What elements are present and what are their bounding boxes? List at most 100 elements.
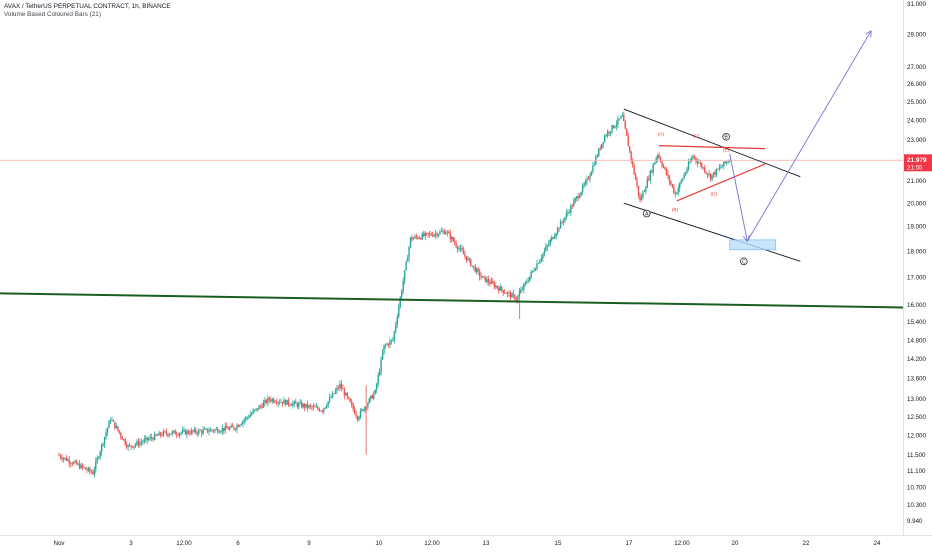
candle-body — [290, 405, 293, 406]
candle-body — [230, 425, 232, 428]
candle-body — [420, 238, 422, 240]
candle-body — [240, 423, 243, 426]
candle-body — [334, 390, 337, 394]
candle-body — [484, 276, 487, 282]
candle-body — [474, 266, 476, 272]
price-tick-label: 21.000 — [907, 178, 926, 185]
candle-body — [596, 155, 599, 157]
candle-body — [312, 406, 315, 408]
candle-body — [477, 268, 479, 272]
candle-body — [124, 439, 126, 445]
candle-body — [259, 406, 262, 407]
candle-body — [512, 293, 515, 296]
candle-body — [149, 437, 151, 439]
candle-body — [565, 213, 568, 218]
candle-body — [298, 403, 300, 407]
candle-body — [615, 124, 618, 127]
candle-body — [130, 445, 132, 447]
candle-body — [452, 237, 454, 242]
candle-body — [62, 458, 65, 460]
triangle-top-line — [659, 145, 766, 150]
candle-body — [134, 444, 137, 446]
candle-body — [103, 437, 106, 444]
candle-body — [515, 300, 518, 301]
candle-body — [128, 445, 131, 446]
candle-body — [440, 231, 443, 233]
candle-body — [602, 142, 604, 144]
candle-body — [121, 436, 123, 440]
candle-body — [651, 171, 653, 173]
time-tick-label: 6 — [236, 540, 240, 547]
candle-body — [592, 165, 594, 172]
candle-body — [664, 167, 666, 169]
candle-body — [148, 438, 150, 440]
candle-body — [105, 432, 107, 438]
candle-body — [499, 286, 501, 291]
candle-body — [214, 429, 216, 432]
candle-body — [133, 445, 135, 448]
candle-body — [321, 410, 323, 412]
candle-body — [340, 383, 343, 389]
candle-body — [561, 221, 563, 223]
candle-body — [211, 429, 213, 431]
candle-body — [415, 236, 418, 238]
candle-body — [205, 428, 207, 430]
candle-body — [156, 435, 159, 436]
candle-body — [343, 389, 346, 396]
price-tick-label: 23.000 — [907, 137, 926, 144]
candle-body — [505, 293, 507, 294]
candle-body — [95, 461, 97, 470]
price-tick-label: 12.000 — [907, 433, 926, 440]
candle-body — [618, 118, 621, 120]
candle-body — [302, 404, 304, 408]
candle-body — [155, 434, 157, 436]
last-price-countdown: 21:55 — [907, 164, 923, 171]
candle-body — [599, 148, 601, 150]
candle-body — [150, 437, 153, 439]
price-tick-label: 17.000 — [907, 274, 926, 281]
candle-body — [281, 401, 284, 404]
candle-body — [352, 404, 354, 410]
candle-body — [667, 174, 669, 176]
candle-body — [521, 289, 524, 291]
price-tick-label: 20.000 — [907, 200, 926, 207]
time-axis: Nov 3 12:00 6 9 10 12:00 13 15 17 12:00 20 22 24 — [0, 535, 932, 547]
candle-body — [678, 183, 681, 189]
candle-body — [486, 279, 488, 282]
candle-body — [601, 143, 603, 149]
candle-body — [115, 426, 118, 429]
time-tick-label: 9 — [307, 540, 311, 547]
candle-body — [442, 231, 444, 232]
candle-body — [145, 437, 147, 440]
candle-body — [718, 167, 721, 170]
candle-body — [514, 295, 516, 301]
candle-body — [225, 426, 228, 429]
candle-body — [325, 405, 328, 408]
candle-body — [553, 236, 556, 239]
candle-body — [376, 384, 378, 390]
candle-body — [686, 169, 688, 173]
candle-body — [370, 395, 372, 399]
candle-body — [721, 166, 724, 168]
candle-body — [551, 237, 553, 241]
candle-body — [242, 421, 244, 424]
candle-body — [502, 290, 504, 293]
candle-body — [468, 258, 471, 260]
candle-body — [84, 467, 87, 470]
candle-body — [305, 403, 307, 408]
candle-body — [127, 445, 129, 448]
price-tick-label: 25.000 — [907, 99, 926, 106]
candle-body — [236, 425, 238, 430]
price-tick-label: 24.000 — [907, 118, 926, 125]
candle-body — [536, 263, 538, 269]
candle-body — [417, 237, 419, 239]
last-price-value: 21.979 — [907, 157, 927, 164]
candle-body — [639, 195, 641, 200]
candle-body — [395, 324, 397, 332]
candle-body — [250, 413, 253, 415]
price-tick-label: 27.000 — [907, 64, 926, 71]
candle-body — [237, 425, 240, 427]
candle-body — [143, 439, 146, 442]
candle-body — [333, 393, 335, 394]
